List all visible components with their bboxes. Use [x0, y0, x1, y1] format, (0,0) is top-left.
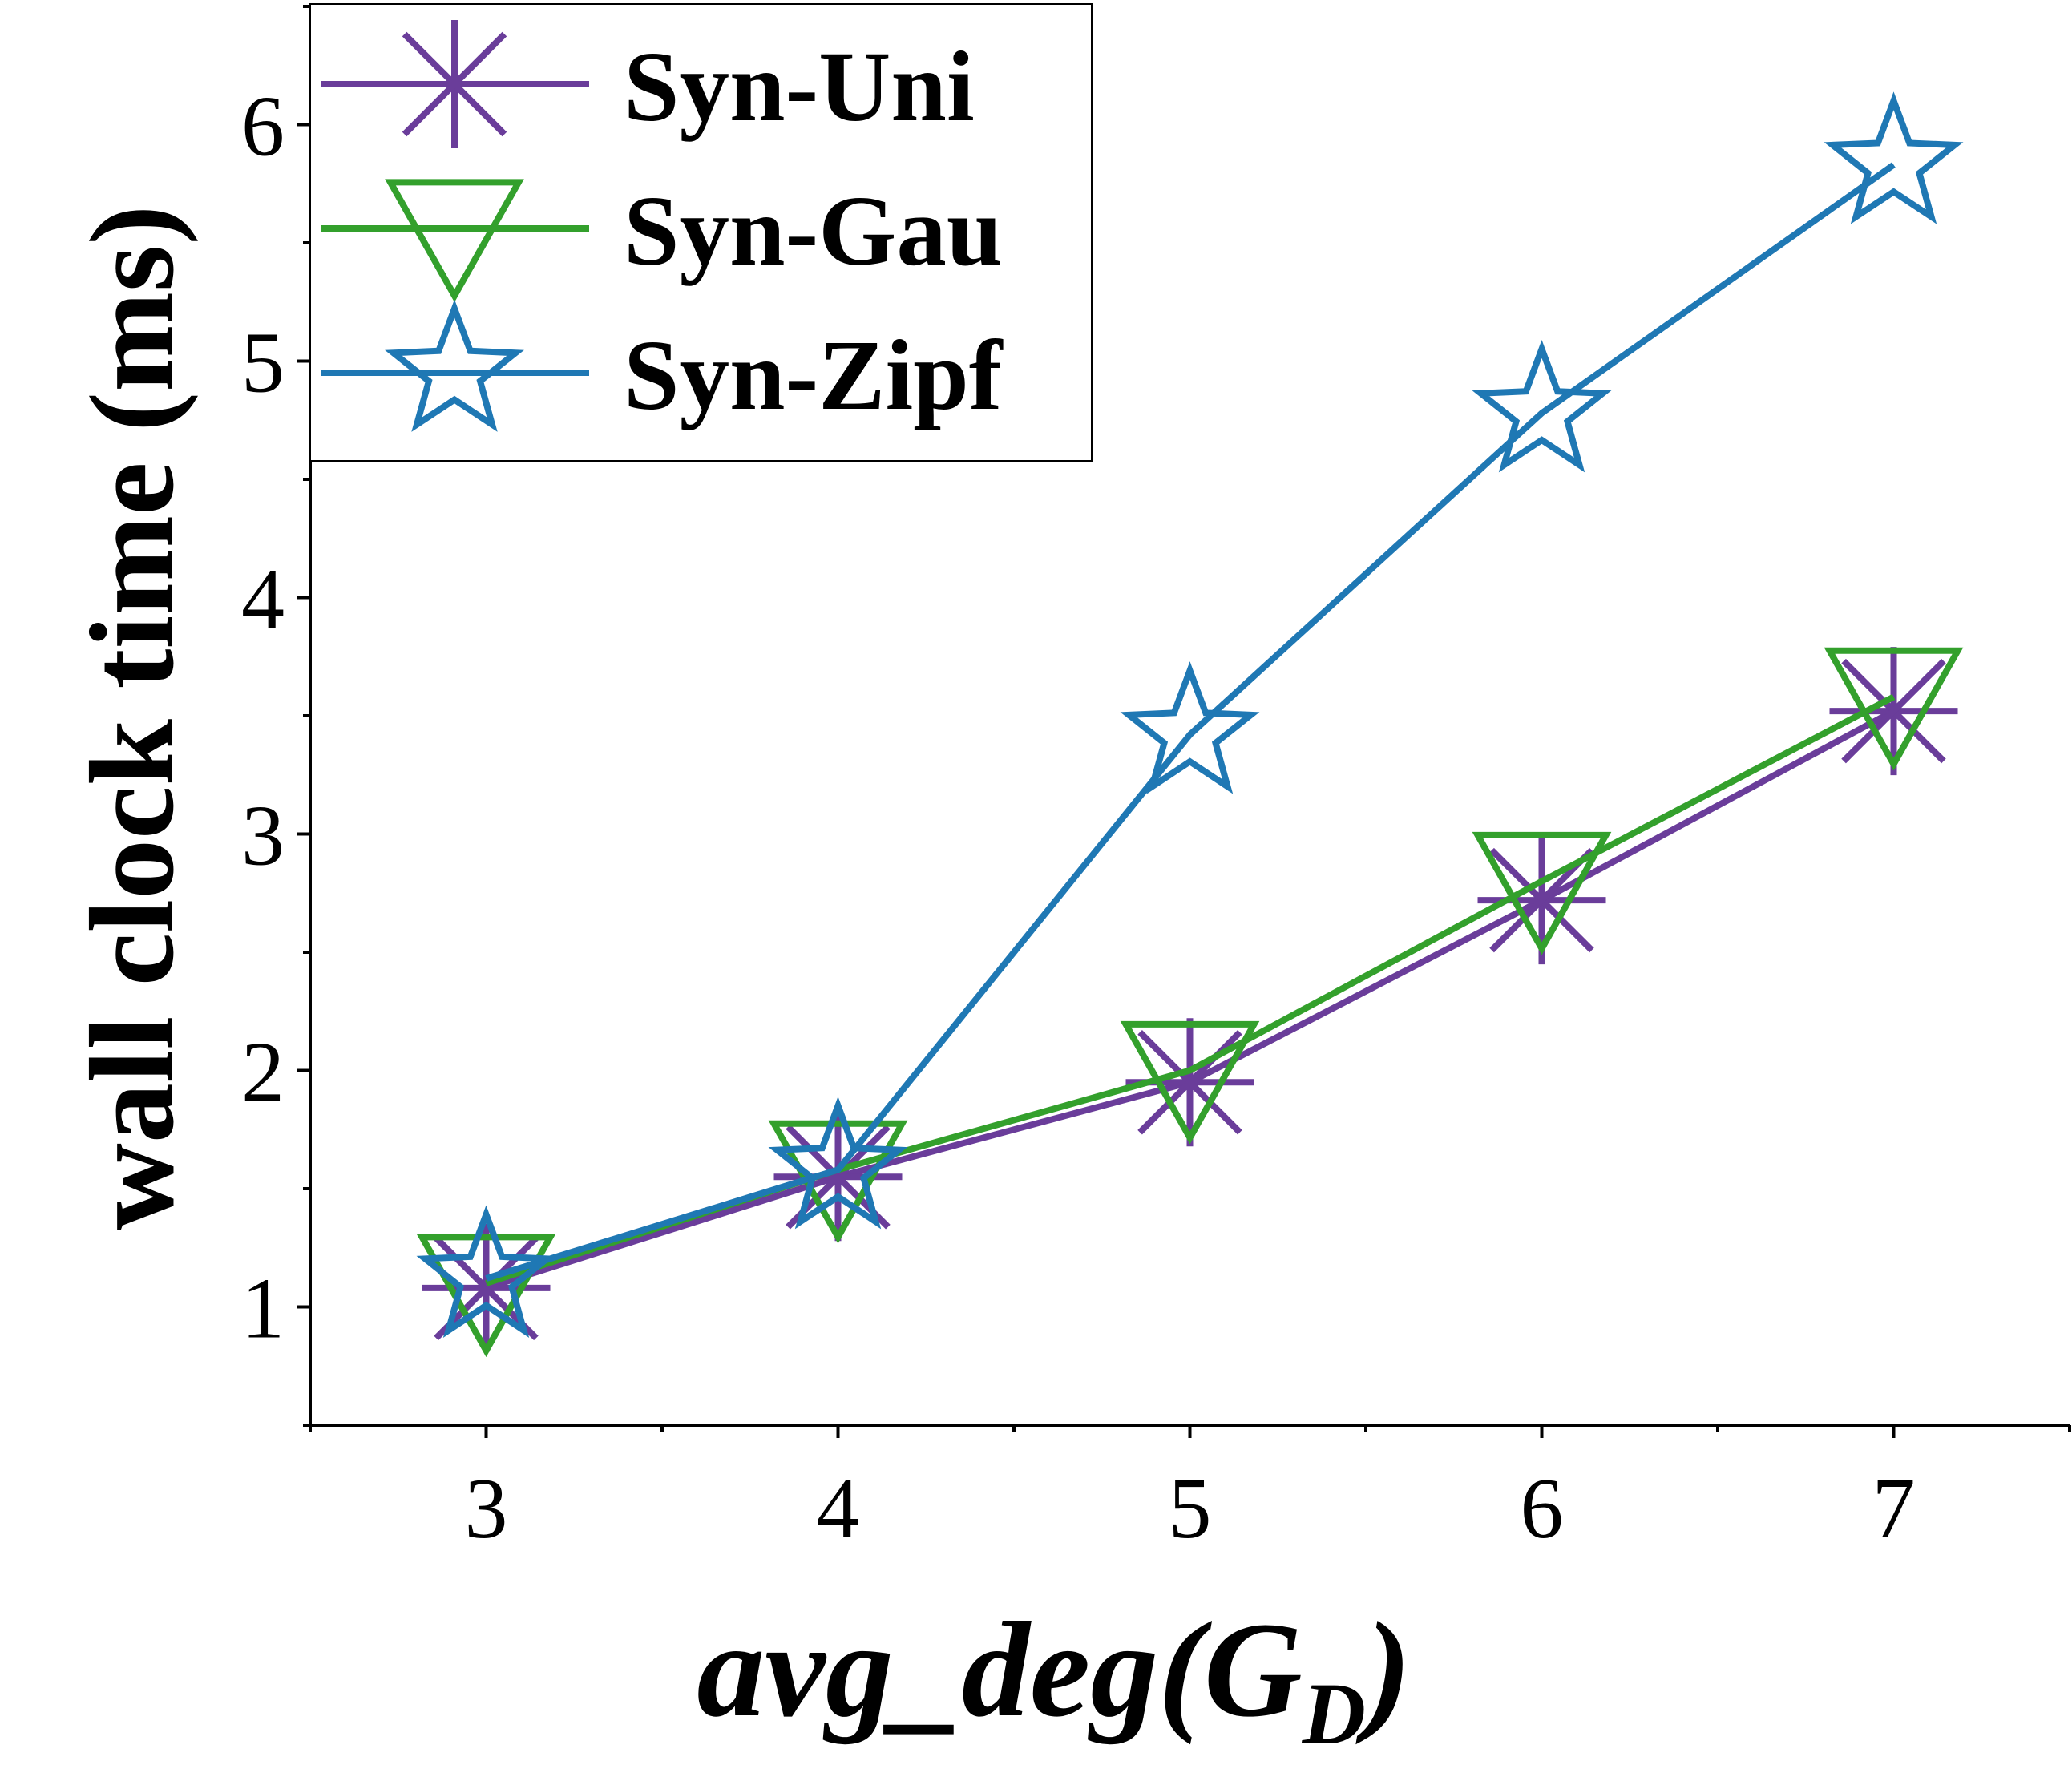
x-tick-label-7: 7 — [1872, 1461, 1916, 1557]
x-axis-label-subscript: D — [1302, 1665, 1366, 1763]
data-point-syn-gau-x3 — [416, 1234, 556, 1358]
y-tick-label-6: 6 — [241, 79, 285, 175]
legend-item-syn-uni: Syn-Uni — [321, 20, 975, 148]
data-point-syn-zipf-x6 — [1472, 339, 1612, 473]
x-tick-label-5: 5 — [1169, 1461, 1212, 1557]
y-tick-label-4: 4 — [241, 552, 285, 648]
asterisk-stroke — [402, 31, 507, 137]
series-syn-uni — [422, 647, 1958, 1352]
y-tick-label-1: 1 — [241, 1262, 285, 1357]
data-point-syn-uni-x7 — [1829, 647, 1958, 776]
legend-item-syn-gau: Syn-Gau — [321, 176, 1002, 303]
legend-label-syn-zipf: Syn-Zipf — [624, 321, 1004, 431]
series-line-syn-zipf — [485, 162, 1896, 1282]
data-point-syn-zipf-x5 — [1120, 661, 1260, 794]
data-point-syn-gau-x6 — [1472, 831, 1612, 955]
asterisk-stroke — [1841, 658, 1946, 764]
x-tick-label-4: 4 — [817, 1461, 860, 1557]
series-syn-gau — [416, 647, 1964, 1358]
data-point-syn-gau-x7 — [1824, 647, 1964, 771]
axes: 1 2 3 4 5 6 3 4 5 6 7 — [241, 5, 2071, 1557]
legend-marker-syn-uni — [390, 20, 519, 148]
x-axis-label-main: avg_deg(G — [697, 1594, 1302, 1745]
x-tick-label-6: 6 — [1521, 1461, 1564, 1557]
series-layer — [416, 91, 1964, 1358]
y-tick-label-5: 5 — [241, 316, 285, 411]
legend-label-syn-gau: Syn-Gau — [624, 176, 1002, 287]
data-point-syn-uni-x3 — [422, 1223, 551, 1352]
legend-box — [309, 3, 1093, 462]
series-line-syn-gau — [485, 693, 1896, 1286]
series-syn-zipf — [416, 91, 1964, 1339]
legend: Syn-Uni Syn-Gau Syn-Zipf — [309, 3, 1093, 462]
y-tick-label-3: 3 — [241, 789, 285, 884]
data-point-syn-zipf-x3 — [416, 1205, 556, 1339]
data-point-syn-gau-x5 — [1120, 1020, 1260, 1145]
data-point-syn-uni-x4 — [773, 1113, 903, 1242]
legend-marker-syn-zipf — [385, 299, 524, 432]
x-axis-label: avg_deg(GD) — [697, 1594, 1411, 1763]
legend-marker-syn-gau — [385, 179, 524, 303]
series-line-syn-uni — [485, 708, 1896, 1291]
y-tick-label-2: 2 — [241, 1025, 285, 1121]
legend-label-syn-uni: Syn-Uni — [624, 32, 975, 143]
y-axis-label: wall clock time (ms) — [66, 205, 199, 1230]
legend-item-syn-zipf: Syn-Zipf — [321, 299, 1004, 432]
data-point-syn-zipf-x7 — [1824, 91, 1964, 224]
x-tick-label-3: 3 — [465, 1461, 508, 1557]
data-point-syn-zipf-x4 — [768, 1096, 908, 1230]
